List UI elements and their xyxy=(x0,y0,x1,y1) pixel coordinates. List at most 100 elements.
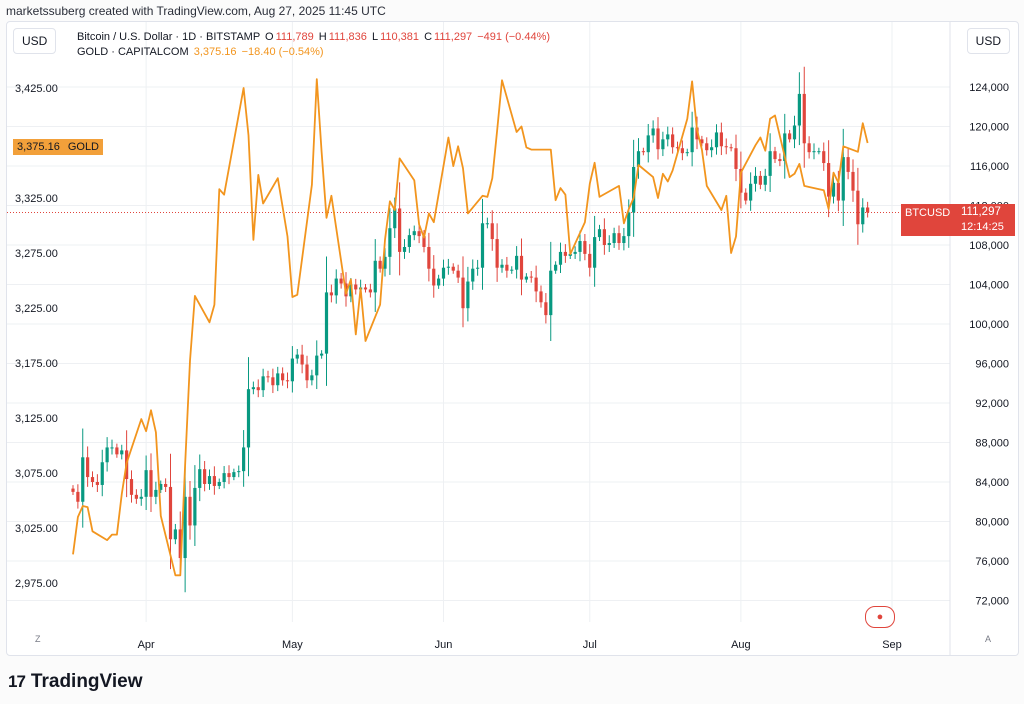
btc-close-label: C xyxy=(424,31,433,43)
gold-series-name: GOLD · CAPITALCOM xyxy=(77,46,189,58)
btc-candle-body xyxy=(329,292,333,296)
btc-candle-body xyxy=(802,93,806,144)
gold-axis-tick-label: 3,025.00 xyxy=(15,523,58,535)
btc-candle-body xyxy=(466,281,470,309)
btc-candle-body xyxy=(456,270,460,278)
btc-candle-body xyxy=(524,276,528,280)
btc-candle-body xyxy=(812,151,816,153)
time-axis-label: Sep xyxy=(882,639,902,651)
gold-axis-tick-label: 2,975.00 xyxy=(15,578,58,590)
btc-candle-body xyxy=(159,483,163,490)
btc-candle-body xyxy=(271,377,275,386)
gold-tag-label: GOLD xyxy=(67,141,100,153)
btc-candle-body xyxy=(627,212,631,237)
btc-candle-body xyxy=(700,139,704,144)
btc-candle-body xyxy=(831,182,836,197)
btc-candle-body xyxy=(281,373,285,381)
btc-candle-body xyxy=(339,278,343,284)
currency-selector-left[interactable]: USD xyxy=(13,28,57,54)
economic-event-flag-icon[interactable]: ● xyxy=(865,606,895,628)
btc-axis-tick-label: 108,000 xyxy=(969,240,1009,252)
btc-candle-body xyxy=(324,292,329,354)
btc-candle-body xyxy=(451,266,455,271)
btc-candle-body xyxy=(817,151,821,153)
btc-axis-tick-label: 92,000 xyxy=(975,398,1009,410)
currency-selector-right[interactable]: USD xyxy=(966,28,1010,54)
btc-candle-body xyxy=(261,376,265,391)
btc-candle-body xyxy=(719,132,723,147)
btc-candle-body xyxy=(671,134,675,148)
auto-scale-button[interactable]: A xyxy=(985,634,992,644)
btc-candle-body xyxy=(315,355,319,376)
timezone-button[interactable]: Z xyxy=(35,634,41,644)
btc-candle-body xyxy=(593,237,597,268)
btc-candle-body xyxy=(349,284,353,297)
btc-open-value: 111,789 xyxy=(275,31,314,43)
btc-candle-body xyxy=(656,128,660,150)
btc-candle-body xyxy=(573,251,577,254)
time-axis-label: Aug xyxy=(731,639,751,651)
gold-axis-tick-label: 3,225.00 xyxy=(15,303,58,315)
time-axis-label: Apr xyxy=(138,639,155,651)
btc-axis-tick-label: 76,000 xyxy=(975,556,1009,568)
btc-candle-body xyxy=(539,291,543,303)
btc-candle-body xyxy=(846,157,850,172)
gold-legend-row[interactable]: GOLD · CAPITALCOM 3,375.16 −18.40 (−0.54… xyxy=(77,45,550,60)
btc-candle-body xyxy=(861,207,865,225)
btc-candle-body xyxy=(383,256,387,269)
btc-candle-body xyxy=(758,175,762,185)
btc-candle-body xyxy=(680,148,684,154)
btc-candle-body xyxy=(76,491,80,502)
chart-panel[interactable]: 3,425.00 3,325.00 3,275.00 3,225.00 3,175.00… xyxy=(6,21,1019,656)
btc-candle-body xyxy=(402,246,407,252)
btc-candle-body xyxy=(285,380,290,382)
btc-candle-body xyxy=(685,152,689,154)
btc-candle-body xyxy=(783,133,787,162)
btc-candle-body xyxy=(86,457,90,478)
btc-candle-body xyxy=(407,235,411,247)
btc-candle-body xyxy=(95,482,99,485)
btc-candle-body xyxy=(373,260,377,293)
gold-axis-tick-label: 3,075.00 xyxy=(15,468,58,480)
btc-candle-body xyxy=(841,157,845,201)
btc-candle-body xyxy=(71,488,75,492)
btc-candle-body xyxy=(461,277,465,309)
btc-candle-body xyxy=(675,147,680,149)
btc-candle-body xyxy=(198,469,202,488)
btc-candle-body xyxy=(188,496,192,526)
btc-candle-body xyxy=(310,375,314,381)
btc-candle-body xyxy=(792,125,797,140)
btc-candle-body xyxy=(529,276,533,278)
btc-candle-body xyxy=(515,255,519,270)
btc-candle-body xyxy=(797,93,801,126)
btc-candle-body xyxy=(427,246,431,269)
btc-candle-body xyxy=(110,447,114,449)
btc-candle-body xyxy=(193,487,197,526)
btc-candle-body xyxy=(378,260,382,269)
btc-candle-body xyxy=(120,450,124,455)
btc-open-label: O xyxy=(265,31,274,43)
btc-candle-body xyxy=(227,473,231,478)
btc-candle-body xyxy=(290,358,294,382)
tradingview-wordmark: TradingView xyxy=(30,671,143,692)
btc-candle-body xyxy=(393,208,397,229)
btc-candle-body xyxy=(554,264,558,271)
btc-candle-body xyxy=(714,132,719,148)
btc-candle-body xyxy=(256,387,260,391)
btc-candle-body xyxy=(183,496,187,559)
btc-candle-body xyxy=(851,171,855,191)
gold-axis-tick-label: 3,175.00 xyxy=(15,358,58,370)
btc-candle-body xyxy=(549,270,553,316)
chart-canvas[interactable]: 3,425.00 3,325.00 3,275.00 3,225.00 3,175.00… xyxy=(7,22,1018,655)
btc-candle-body xyxy=(217,482,221,486)
gold-axis-tick-label: 3,275.00 xyxy=(15,248,58,260)
btc-candle-body xyxy=(768,151,772,176)
btc-candle-body xyxy=(300,354,304,365)
btc-candle-body xyxy=(534,277,538,292)
btc-candle-body xyxy=(617,233,621,244)
gold-price-line xyxy=(72,78,869,577)
btc-candle-body xyxy=(822,151,826,164)
btc-candle-body xyxy=(622,236,626,244)
